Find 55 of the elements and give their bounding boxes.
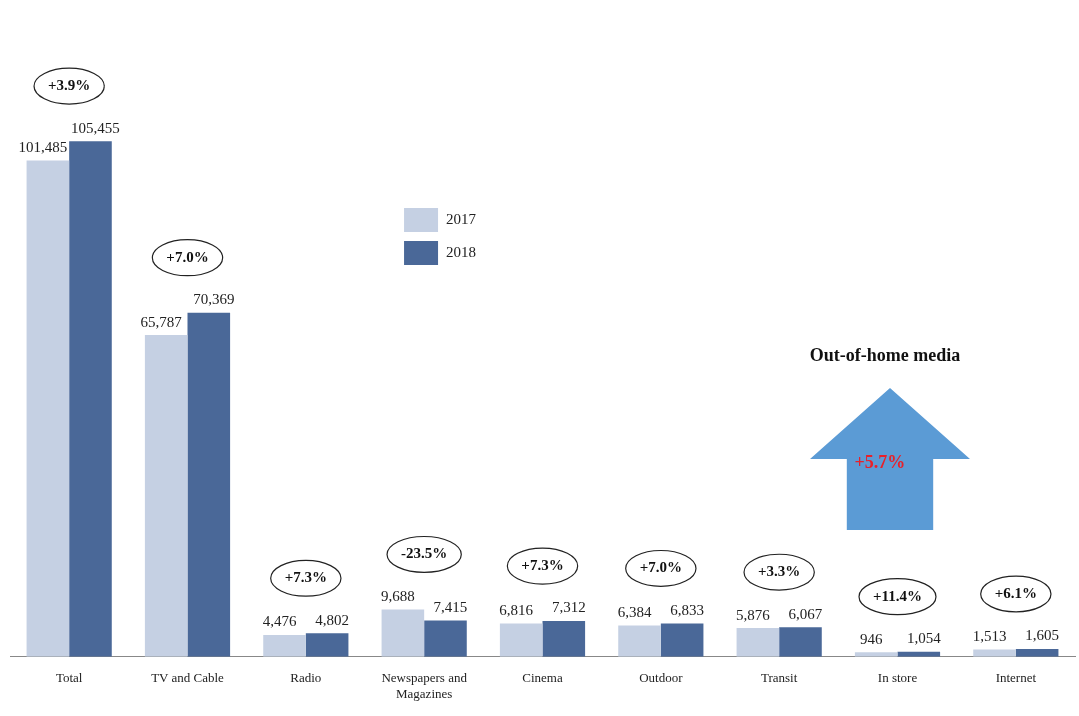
x-tick-label: Outdoor (639, 670, 684, 686)
bar (26, 160, 70, 657)
data-label: 4,802 (315, 611, 350, 628)
annotation: +7.3% (284, 569, 327, 586)
legend-label: 2018 (446, 243, 477, 260)
annotation: +5.7% (854, 452, 906, 473)
bar (263, 634, 306, 657)
data-label: 4,476 (262, 613, 297, 630)
data-label: 6,067 (788, 605, 823, 622)
bar (736, 628, 780, 657)
x-tick-label: Total (55, 670, 83, 686)
data-label: 105,455 (71, 119, 120, 136)
data-label: 6,384 (617, 604, 652, 621)
data-label: 65,787 (140, 313, 183, 330)
bar (187, 312, 231, 657)
annotation: +7.0% (166, 248, 209, 265)
annotation: +3.3% (758, 563, 801, 580)
bar (660, 623, 704, 657)
annotation: -23.5% (401, 545, 448, 562)
bar (381, 609, 425, 657)
data-label: 5,876 (735, 606, 771, 623)
x-tick-label: Transit (760, 670, 798, 686)
data-label: 946 (859, 630, 883, 647)
legend-label: 2017 (446, 210, 477, 227)
bar (618, 625, 661, 657)
bar (973, 649, 1016, 657)
data-label: 6,816 (499, 601, 534, 618)
text: +3.9% (48, 77, 91, 93)
annotation: +7.0% (639, 559, 682, 576)
x-tick-label: Cinema (522, 670, 563, 686)
data-label: 1,513 (972, 627, 1007, 644)
x-tick-label: TV and Cable (151, 670, 225, 686)
bar (424, 620, 467, 657)
bar (779, 627, 822, 657)
bar (144, 335, 188, 657)
data-label: 1,605 (1025, 627, 1060, 644)
bar (305, 633, 349, 657)
bar (499, 623, 543, 657)
data-label: 6,833 (670, 601, 705, 618)
x-tick-label: Radio (290, 670, 322, 686)
annotation: +11.4% (873, 587, 922, 604)
annotation: +6.1% (994, 584, 1037, 601)
data-label: 7,415 (433, 598, 468, 615)
data-label: 1,054 (906, 630, 942, 647)
bar (69, 141, 112, 657)
annotation: Out-of-home media (809, 345, 961, 366)
bar (542, 621, 586, 657)
data-label: 9,688 (380, 587, 415, 604)
x-tick-label: In store (877, 670, 918, 686)
x-tick-label: Newspapers and Magazines (381, 670, 468, 701)
data-label: 101,485 (18, 138, 68, 155)
annotation: +7.3% (521, 556, 564, 573)
data-label: 70,369 (193, 291, 235, 308)
x-tick-label: Internet (995, 670, 1037, 686)
data-label: 7,312 (551, 599, 586, 616)
